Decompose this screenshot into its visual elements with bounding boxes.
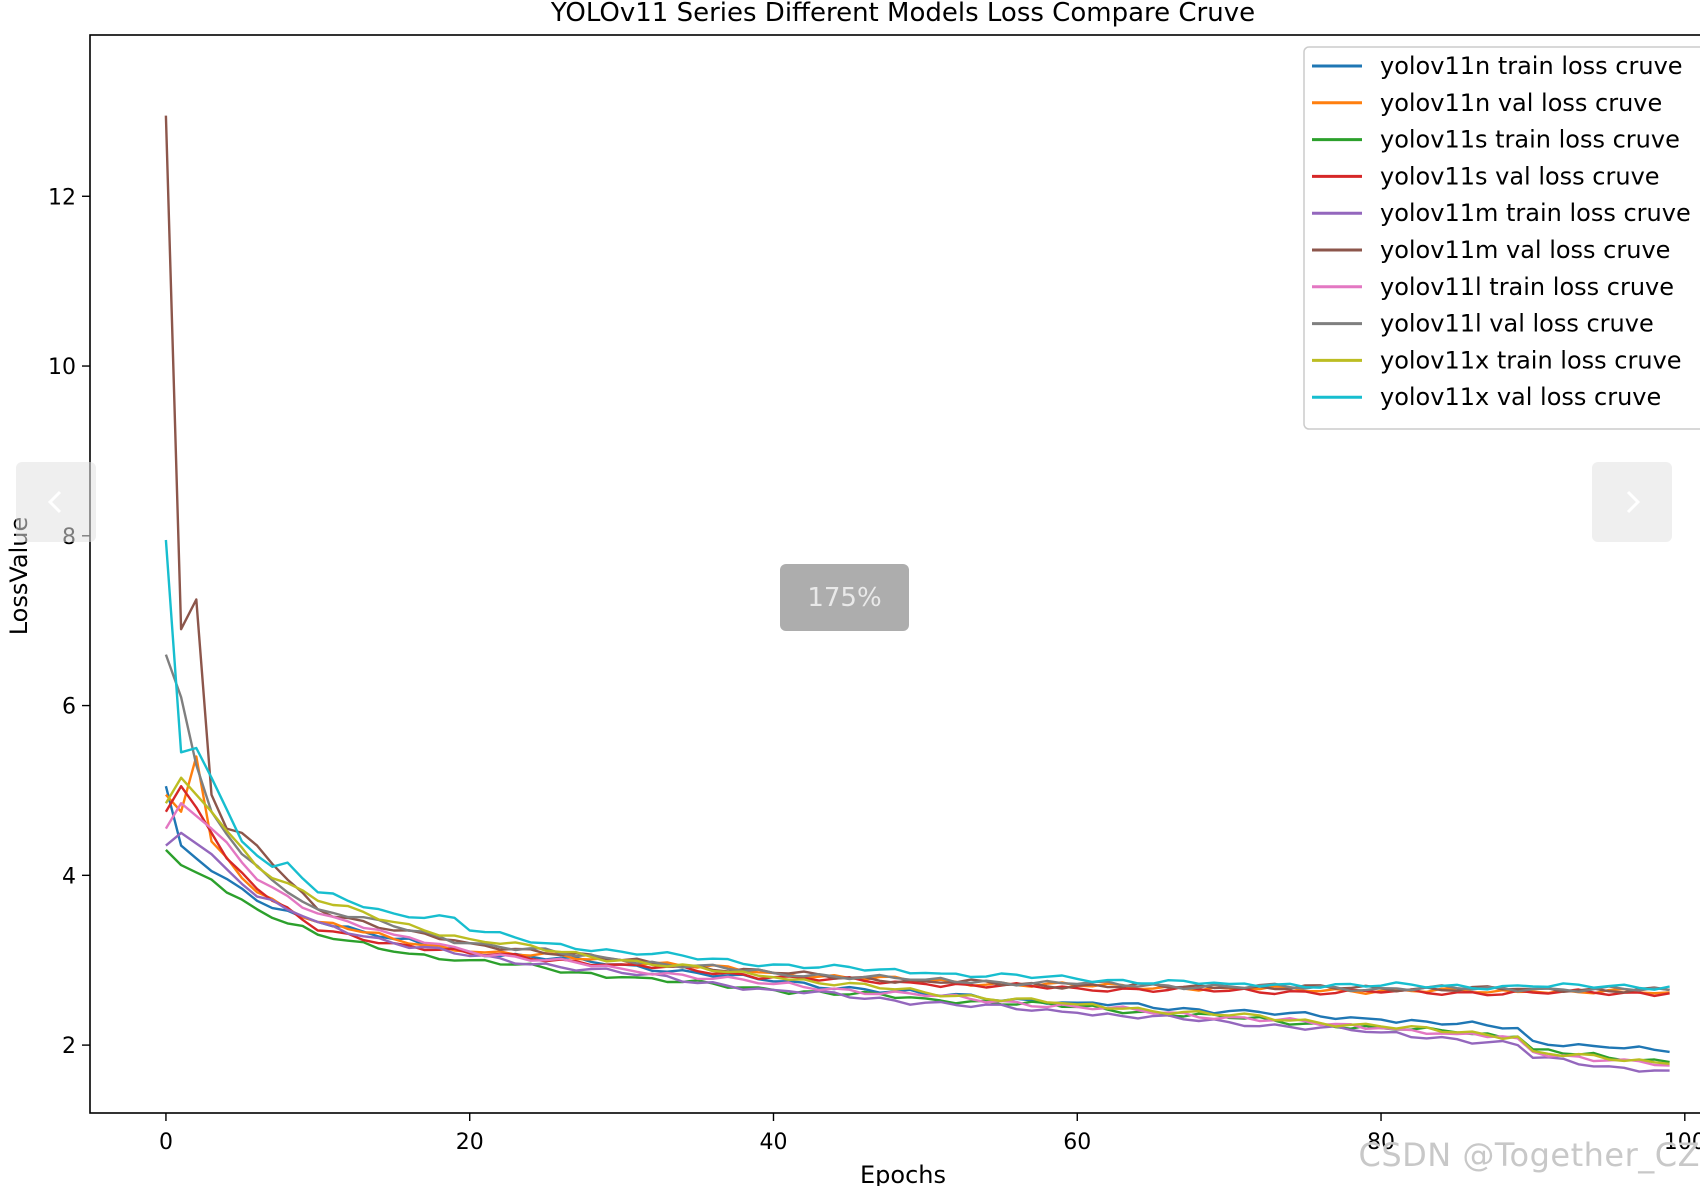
- previous-image-button[interactable]: [16, 462, 96, 542]
- series-line-8: [164, 654, 1670, 993]
- series-line-4: [164, 785, 1670, 998]
- chevron-left-icon: [47, 490, 62, 514]
- legend-entry: yolov11m train loss cruve: [1380, 199, 1691, 227]
- legend-entry: yolov11s train loss cruve: [1380, 126, 1680, 154]
- plot-area: [89, 34, 1700, 1114]
- legend-entry: yolov11s val loss cruve: [1380, 162, 1660, 190]
- x-tick-label: 60: [1063, 1130, 1091, 1155]
- x-tick-label: 80: [1367, 1130, 1395, 1155]
- legend-entry: yolov11m val loss cruve: [1380, 236, 1670, 264]
- series-line-7: [164, 802, 1670, 1067]
- series-line-1: [164, 785, 1670, 1054]
- x-tick-label: 0: [159, 1130, 173, 1155]
- legend-entry: yolov11x train loss cruve: [1380, 346, 1682, 374]
- x-tick-label: 40: [759, 1130, 787, 1155]
- y-tick-label: 6: [62, 695, 76, 720]
- y-tick-label: 10: [48, 355, 76, 380]
- zoom-level-badge: 175%: [780, 564, 909, 631]
- series-line-3: [165, 849, 1670, 1064]
- legend-entry: yolov11l val loss cruve: [1380, 310, 1654, 338]
- legend-box: [1303, 46, 1700, 430]
- legend-entry: yolov11l train loss cruve: [1380, 273, 1674, 301]
- next-image-button[interactable]: [1592, 462, 1672, 542]
- x-axis-label: Epochs: [860, 1161, 946, 1186]
- series-line-9: [164, 776, 1670, 1065]
- legend-entry: yolov11n val loss cruve: [1380, 89, 1662, 117]
- x-tick-label: 20: [456, 1130, 484, 1155]
- legend-entry: yolov11x val loss cruve: [1380, 383, 1661, 411]
- legend: yolov11n train loss cruve yolov11n val lo…: [1303, 46, 1700, 430]
- axis-ticks: 02040608010024681012: [48, 185, 1700, 1155]
- series-line-2: [165, 755, 1670, 995]
- y-tick-label: 2: [62, 1034, 76, 1059]
- watermark-text: CSDN @Together_CZ: [1358, 1136, 1700, 1174]
- y-tick-label: 12: [48, 185, 76, 210]
- plot-frame: [89, 34, 1700, 1114]
- series-line-5: [165, 831, 1670, 1073]
- chart-title: YOLOv11 Series Different Models Loss Com…: [550, 0, 1255, 28]
- legend-entry: yolov11n train loss cruve: [1380, 52, 1683, 80]
- series-line-10: [164, 539, 1670, 991]
- series-lines: [164, 115, 1670, 1073]
- y-tick-label: 4: [62, 864, 76, 889]
- chevron-right-icon: [1626, 490, 1641, 514]
- x-tick-label: 100: [1664, 1130, 1700, 1155]
